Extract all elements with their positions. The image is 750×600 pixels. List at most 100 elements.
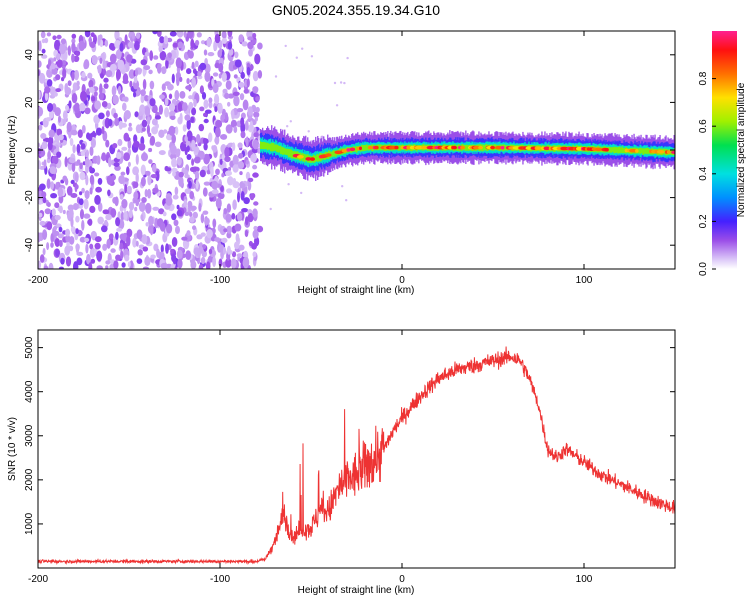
- heatmap-cell: [171, 50, 177, 60]
- heatmap-cell: [541, 146, 545, 151]
- heatmap-cell: [231, 213, 236, 220]
- heatmap-cell: [289, 120, 292, 123]
- heatmap-cell: [132, 181, 139, 189]
- heatmap-cell: [41, 54, 48, 59]
- y-tick-label: 20: [24, 96, 35, 108]
- heatmap-cell: [252, 172, 259, 178]
- heatmap-cell: [284, 44, 287, 48]
- heatmap-cell: [58, 226, 63, 233]
- heatmap-cell: [339, 81, 343, 84]
- heatmap-cell: [334, 150, 336, 156]
- heatmap-cell: [131, 33, 136, 40]
- heatmap-cell: [188, 95, 194, 100]
- heatmap-cell: [219, 244, 225, 252]
- heatmap-cell: [394, 145, 399, 150]
- y-tick-label: 2000: [24, 468, 35, 491]
- heatmap-cell: [181, 236, 188, 241]
- heatmap-cell: [290, 149, 292, 158]
- heatmap-cell: [58, 134, 64, 141]
- heatmap-cell: [214, 106, 218, 113]
- heatmap-cell: [78, 40, 86, 52]
- heatmap-cell: [88, 86, 95, 93]
- heatmap-cell: [240, 191, 245, 201]
- heatmap-cell: [129, 260, 134, 269]
- heatmap-cell: [241, 41, 248, 47]
- heatmap-cell: [146, 124, 150, 135]
- heatmap-cell: [159, 36, 165, 44]
- heatmap-cell: [149, 80, 155, 90]
- heatmap-cell: [62, 118, 67, 125]
- heatmap-cell: [237, 142, 243, 149]
- heatmap-cell: [494, 144, 496, 150]
- heatmap-cell: [208, 97, 213, 103]
- heatmap-cell: [42, 196, 47, 204]
- heatmap-cell: [148, 215, 154, 226]
- heatmap-cell: [75, 184, 79, 190]
- heatmap-cell: [41, 191, 47, 199]
- heatmap-cell: [43, 159, 47, 169]
- heatmap-cell: [252, 229, 259, 239]
- heatmap-cell: [79, 171, 86, 181]
- heatmap-cell: [64, 156, 68, 168]
- heatmap-cell: [140, 176, 146, 187]
- heatmap-cell: [150, 254, 156, 259]
- heatmap-cell: [220, 185, 224, 192]
- heatmap-cell: [199, 62, 207, 71]
- heatmap-cell: [140, 89, 146, 97]
- heatmap-cell: [79, 236, 86, 243]
- heatmap-cell: [158, 129, 165, 138]
- heatmap-cell: [317, 153, 319, 162]
- heatmap-cell: [230, 258, 237, 269]
- heatmap-cell: [76, 143, 81, 154]
- heatmap-cell: [59, 43, 66, 55]
- heatmap-cell: [79, 102, 86, 112]
- heatmap-cell: [175, 225, 180, 235]
- colorbar-tick-label: 0.4: [698, 166, 709, 180]
- heatmap-cell: [203, 143, 208, 151]
- heatmap-cell: [239, 182, 246, 189]
- heatmap-cell: [85, 174, 89, 186]
- heatmap-cell: [325, 153, 332, 157]
- heatmap-cell: [61, 60, 67, 66]
- heatmap-cell: [202, 244, 207, 250]
- heatmap-cell: [208, 132, 213, 143]
- heatmap-cell: [249, 120, 254, 131]
- heatmap-cell: [560, 146, 569, 151]
- heatmap-cell: [245, 171, 251, 180]
- heatmap-cell: [135, 172, 139, 184]
- heatmap-cell: [200, 40, 206, 45]
- heatmap-cell: [186, 119, 191, 130]
- heatmap-cell: [69, 236, 75, 245]
- heatmap-cell: [238, 81, 245, 88]
- heatmap-cell: [465, 145, 467, 151]
- heatmap-cell: [97, 34, 101, 46]
- heatmap-cell: [648, 148, 650, 154]
- heatmap-cell: [183, 199, 188, 207]
- heatmap-cell: [45, 117, 52, 122]
- heatmap-cell: [99, 83, 103, 94]
- heatmap-cell: [221, 37, 227, 44]
- heatmap-cell: [225, 258, 232, 268]
- heatmap-cell: [44, 92, 49, 101]
- heatmap-cell: [172, 171, 176, 177]
- heatmap-cell: [133, 91, 137, 98]
- heatmap-cell: [221, 237, 228, 243]
- heatmap-cell: [271, 142, 273, 152]
- heatmap-cell: [310, 55, 314, 58]
- heatmap-cell: [152, 206, 160, 211]
- heatmap-cell: [232, 142, 236, 152]
- heatmap-cell: [234, 59, 242, 68]
- heatmap-cell: [645, 147, 647, 155]
- heatmap-cell: [79, 191, 83, 196]
- heatmap-cell: [126, 185, 132, 194]
- heatmap-cell: [55, 181, 60, 190]
- heatmap-cell: [138, 143, 146, 151]
- heatmap-cell: [623, 148, 625, 153]
- heatmap-cell: [642, 148, 644, 155]
- heatmap-cell: [140, 214, 144, 221]
- heatmap-cell: [244, 229, 249, 238]
- heatmap-cell: [187, 50, 194, 59]
- heatmap-cell: [222, 88, 228, 94]
- heatmap-cell: [252, 70, 259, 82]
- heatmap-cell: [257, 42, 263, 50]
